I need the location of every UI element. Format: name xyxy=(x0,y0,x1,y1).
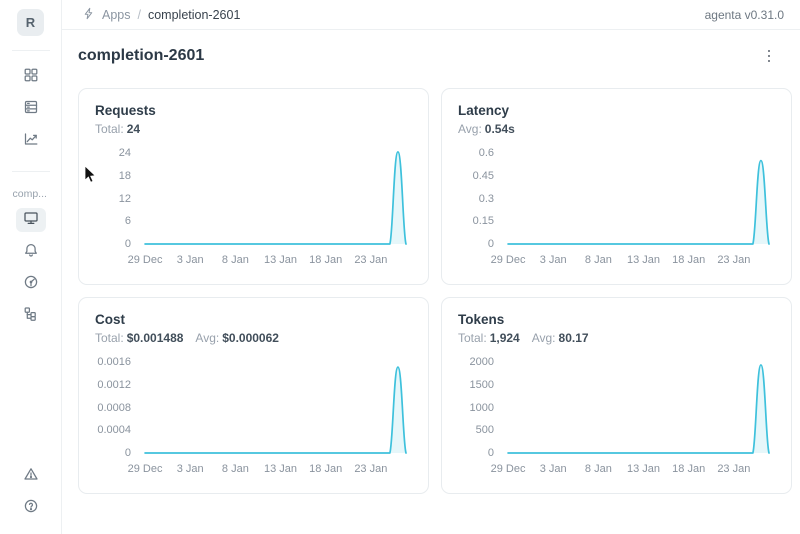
y-axis-labels: 0 0.0004 0.0008 0.0012 0.0016 xyxy=(97,356,131,459)
chart-title: Tokens xyxy=(458,312,505,327)
page-header: completion-2601 xyxy=(78,45,790,67)
sidebar-item-alerts[interactable] xyxy=(16,464,46,488)
sidebar-divider xyxy=(11,50,50,51)
breadcrumb-separator: / xyxy=(137,7,141,22)
chart-stats: Avg: 0.54s xyxy=(458,122,515,136)
sidebar-app-label: comp... xyxy=(12,188,47,200)
tokens-card: Tokens Total: 1,924 Avg: 80.17 0 500 1000 150… xyxy=(441,297,792,494)
x-axis-labels: 29 Dec 3 Jan 8 Jan 13 Jan 18 Jan 23 Jan xyxy=(490,463,751,475)
workspace-avatar[interactable]: R xyxy=(17,9,44,36)
page-content: completion-2601 Requests Total: 24 0 6 12 18… xyxy=(62,30,800,534)
rows-icon xyxy=(23,99,39,120)
page-title: completion-2601 xyxy=(78,47,205,64)
y-axis-labels: 0 6 12 18 24 xyxy=(118,147,131,250)
chart-stats: Total: $0.001488 Avg: $0.000062 xyxy=(95,331,279,345)
gauge-icon xyxy=(23,274,39,295)
sidebar: R xyxy=(0,0,62,534)
monitor-icon xyxy=(23,210,39,231)
charts-grid: Requests Total: 24 0 6 12 18 24 29 Dec 3 Jan 8 … xyxy=(78,88,792,494)
chart-title: Latency xyxy=(458,103,510,118)
lightning-icon xyxy=(82,7,95,23)
requests-card: Requests Total: 24 0 6 12 18 24 29 Dec 3 Jan 8 … xyxy=(78,88,429,285)
bell-icon xyxy=(23,242,39,263)
cost-card: Cost Total: $0.001488 Avg: $0.000062 0 0.00… xyxy=(78,297,429,494)
app-version: agenta v0.31.0 xyxy=(704,7,784,22)
sidebar-bottom xyxy=(16,460,46,534)
tree-view-icon xyxy=(23,306,39,327)
requests-chart[interactable] xyxy=(139,145,412,250)
latency-card: Latency Avg: 0.54s 0 0.15 0.3 0.45 0.6 29 Dec… xyxy=(441,88,792,285)
chart-title: Requests xyxy=(95,103,156,118)
tokens-chart[interactable] xyxy=(502,354,775,459)
breadcrumb: Apps / completion-2601 xyxy=(82,7,240,23)
sidebar-item-evaluations[interactable] xyxy=(16,272,46,296)
latency-chart[interactable] xyxy=(502,145,775,250)
sidebar-item-notifications[interactable] xyxy=(16,240,46,264)
sidebar-item-observability[interactable] xyxy=(16,129,46,153)
cost-chart[interactable] xyxy=(139,354,412,459)
squares-grid-icon xyxy=(23,67,39,88)
main-area: Apps / completion-2601 agenta v0.31.0 co… xyxy=(62,0,800,534)
chart-title: Cost xyxy=(95,312,125,327)
sidebar-item-testsets[interactable] xyxy=(16,97,46,121)
chart-stats: Total: 1,924 Avg: 80.17 xyxy=(458,331,589,345)
x-axis-labels: 29 Dec 3 Jan 8 Jan 13 Jan 18 Jan 23 Jan xyxy=(127,254,388,266)
sidebar-item-help[interactable] xyxy=(16,496,46,520)
sidebar-divider xyxy=(11,171,50,172)
sidebar-item-overview[interactable] xyxy=(15,208,46,232)
x-axis-labels: 29 Dec 3 Jan 8 Jan 13 Jan 18 Jan 23 Jan xyxy=(127,463,388,475)
topbar: Apps / completion-2601 agenta v0.31.0 xyxy=(62,0,800,30)
help-icon xyxy=(23,498,39,519)
warning-triangle-icon xyxy=(23,466,39,487)
breadcrumb-current: completion-2601 xyxy=(147,7,241,22)
y-axis-labels: 0 0.15 0.3 0.45 0.6 xyxy=(472,147,494,250)
y-axis-labels: 0 500 1000 1500 2000 xyxy=(469,356,494,459)
sidebar-item-traces[interactable] xyxy=(16,304,46,328)
more-options-button[interactable] xyxy=(758,45,780,67)
sidebar-item-apps[interactable] xyxy=(16,65,46,89)
x-axis-labels: 29 Dec 3 Jan 8 Jan 13 Jan 18 Jan 23 Jan xyxy=(490,254,751,266)
chart-stats: Total: 24 xyxy=(95,122,141,136)
chart-trend-icon xyxy=(23,131,39,152)
breadcrumb-apps-link[interactable]: Apps xyxy=(102,7,131,22)
